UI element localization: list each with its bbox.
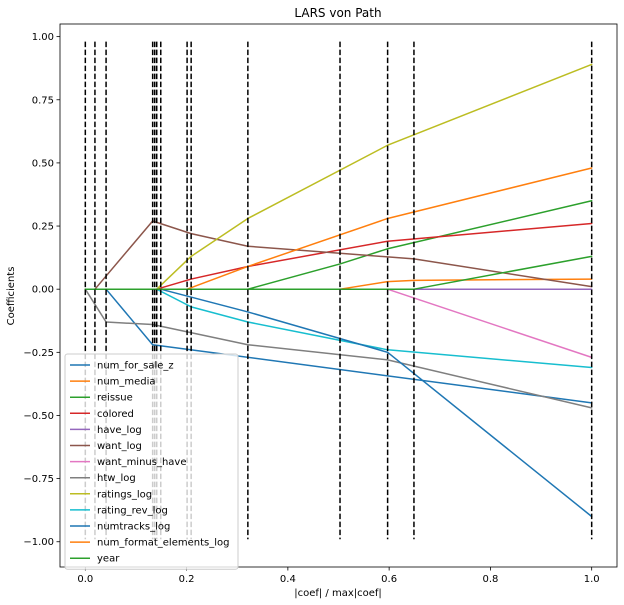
legend-label: have_log xyxy=(97,425,142,436)
axes-frame xyxy=(59,23,618,568)
y-tick-label: 0.25 xyxy=(32,222,54,233)
y-tick-label: −0.25 xyxy=(23,348,54,359)
legend-label: year xyxy=(97,554,120,565)
x-tick-label: 0.2 xyxy=(179,574,195,585)
series-line-year xyxy=(84,255,593,290)
x-tick-label: 0.0 xyxy=(77,574,93,585)
x-axis-title: |coef| / max|coef| xyxy=(294,588,382,599)
legend-label: htw_log xyxy=(97,473,136,484)
y-tick-label: 0.00 xyxy=(32,285,54,296)
x-tick-label: 1.0 xyxy=(584,574,600,585)
x-tick-label: 0.8 xyxy=(482,574,498,585)
legend-box xyxy=(64,353,239,570)
legend-label: colored xyxy=(97,409,134,420)
legend-label: num_media xyxy=(97,377,156,388)
legend-label: reissue xyxy=(97,393,133,404)
x-tick-label: 0.6 xyxy=(381,574,397,585)
x-tick-label: 0.4 xyxy=(280,574,296,585)
y-tick-label: −0.50 xyxy=(23,411,54,422)
chart-title: LARS von Path xyxy=(294,6,381,20)
y-tick-label: −1.00 xyxy=(23,537,54,548)
series-line-htw-log xyxy=(84,288,593,409)
y-axis-title: Coefficients xyxy=(6,267,17,326)
y-tick-label: 0.50 xyxy=(32,158,54,169)
legend-label: num_for_sale_z xyxy=(97,361,174,372)
y-tick-label: −0.75 xyxy=(23,474,54,485)
legend-label: ratings_log xyxy=(97,489,152,500)
legend-label: rating_rev_log xyxy=(97,505,168,516)
legend-label: want_minus_have xyxy=(97,457,187,468)
legend-label: num_format_elements_log xyxy=(97,538,229,549)
legend-label: numtracks_log xyxy=(97,522,170,533)
legend-label: want_log xyxy=(97,441,142,452)
y-tick-label: 1.00 xyxy=(32,32,54,43)
plot-area: 0.0 0.2 0.4 0.6 0.8 1.0 −1.00 −0.75 −0.50 −0.25 0.… xyxy=(23,23,618,585)
y-tick-label: 0.75 xyxy=(32,95,54,106)
